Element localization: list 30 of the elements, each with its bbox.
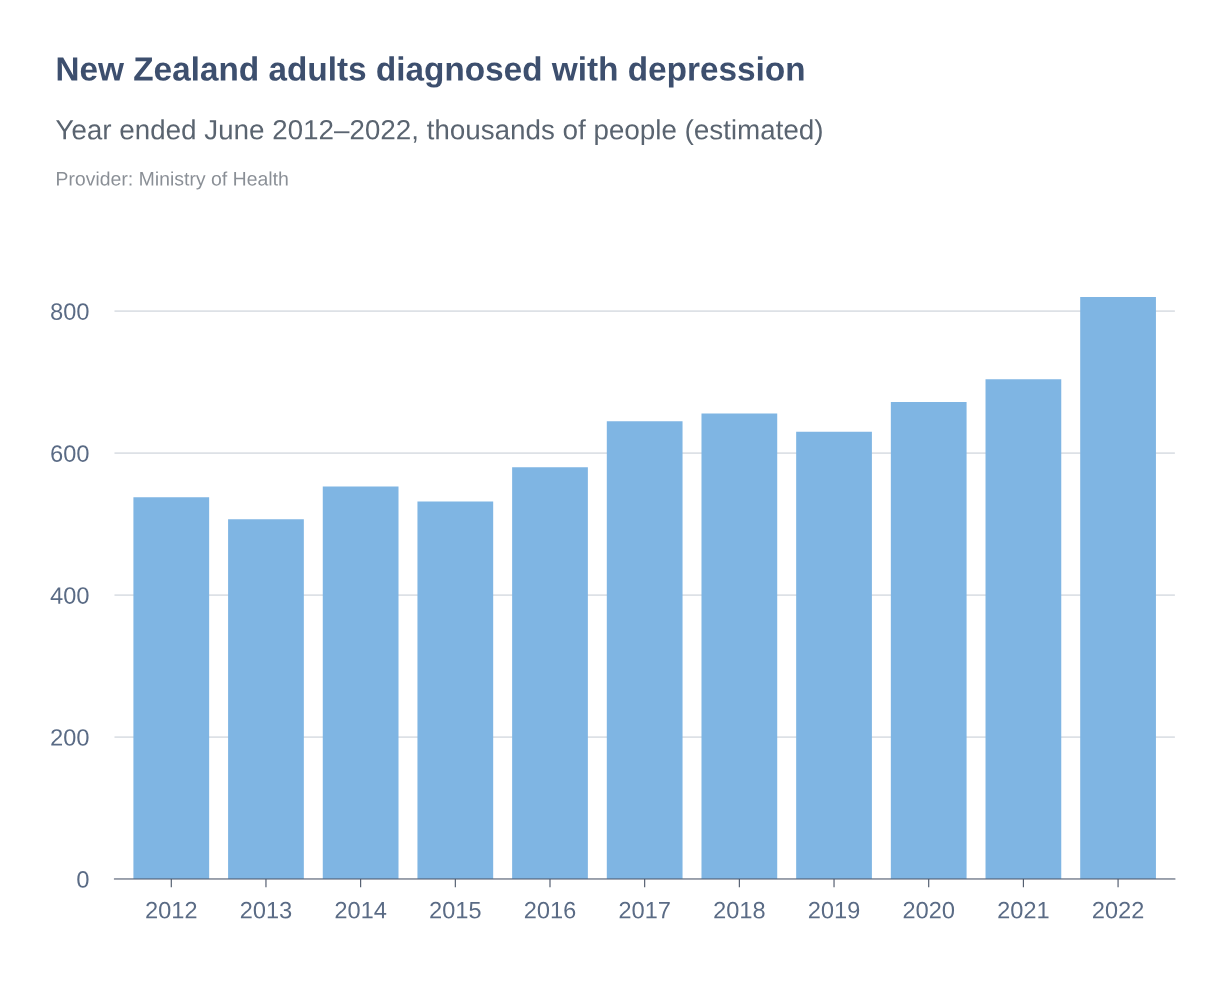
y-tick-label: 200 <box>51 729 89 746</box>
bar <box>512 467 588 880</box>
bar <box>985 379 1062 880</box>
x-tick-label: 2015 <box>430 901 481 919</box>
chart-subtitle: Year ended June 2012–2022, thousands of people (estimated) <box>56 119 822 146</box>
y-tick-label: 0 <box>77 871 89 888</box>
bar <box>133 497 210 880</box>
y-tick-label: 400 <box>50 587 89 604</box>
x-tick-label: 2018 <box>714 901 765 919</box>
chart-title: New Zealand adults diagnosed with depression <box>57 56 804 88</box>
bar <box>228 519 304 880</box>
y-tick-label: 800 <box>51 303 89 320</box>
text: Provider: Ministry of Health <box>57 171 288 190</box>
x-tick-label: 2020 <box>903 901 955 919</box>
bar <box>606 421 683 880</box>
bar <box>1080 296 1156 880</box>
x-tick-label: 2016 <box>524 901 576 919</box>
x-tick-label: 2012 <box>146 901 197 919</box>
bar <box>796 431 872 880</box>
bar <box>417 501 494 880</box>
x-tick-label: 2022 <box>1093 901 1144 919</box>
x-tick-label: 2014 <box>335 901 387 919</box>
bar <box>701 413 778 880</box>
bar <box>322 486 399 880</box>
x-tick-label: 2017 <box>619 901 670 919</box>
x-tick-label: 2019 <box>808 901 860 919</box>
x-tick-label: 2021 <box>998 901 1049 919</box>
bar <box>890 402 967 880</box>
x-tick-label: 2013 <box>240 901 292 919</box>
y-tick-label: 600 <box>51 445 89 462</box>
